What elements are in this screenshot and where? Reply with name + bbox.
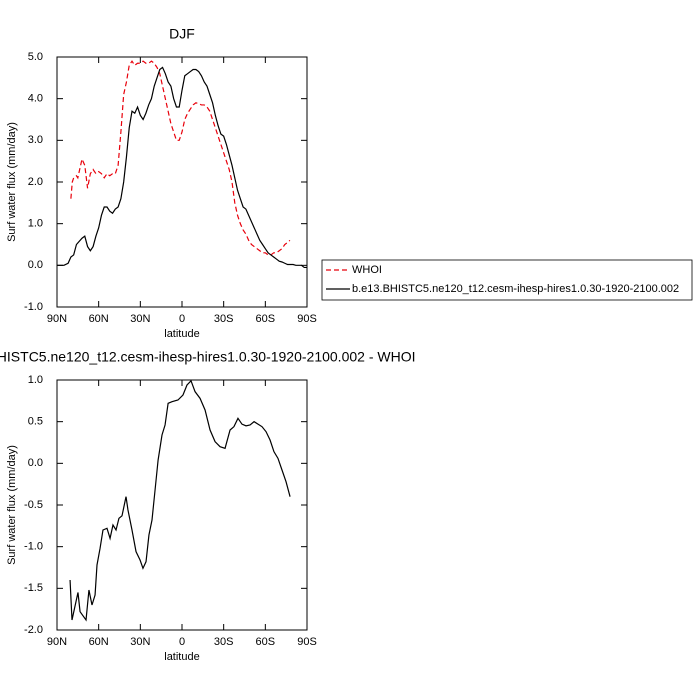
x-tick-label: 90N (47, 636, 67, 648)
x-axis-label: latitude (164, 328, 199, 340)
chart-title: DJF (169, 26, 195, 42)
x-tick-label: 0 (179, 636, 185, 648)
y-tick-label: 0.0 (28, 259, 43, 271)
y-tick-label: 3.0 (28, 134, 43, 146)
x-tick-label: 60S (256, 313, 276, 325)
y-tick-label: -1.0 (24, 301, 43, 313)
x-tick-label: 60N (89, 313, 109, 325)
y-axis-label: Surf water flux (mm/day) (6, 122, 18, 242)
y-tick-label: 0.5 (28, 416, 43, 428)
data-line (57, 66, 307, 269)
x-tick-label: 30S (214, 313, 234, 325)
x-tick-label: 90S (297, 636, 317, 648)
y-tick-label: -2.0 (24, 624, 43, 636)
y-tick-label: 4.0 (28, 93, 43, 105)
legend-box (321, 259, 693, 301)
x-tick-label: 90S (297, 313, 317, 325)
y-tick-label: 2.0 (28, 176, 43, 188)
y-tick-label: 5.0 (28, 51, 43, 63)
y-tick-label: -0.5 (24, 499, 43, 511)
legend-label: b.e13.BHISTC5.ne120_t12.cesm-ihesp-hires… (352, 283, 679, 295)
x-axis-label: latitude (164, 651, 199, 663)
x-tick-label: 30N (130, 636, 150, 648)
y-tick-label: 0.0 (28, 457, 43, 469)
y-tick-label: 1.0 (28, 374, 43, 386)
data-line (70, 60, 291, 256)
plot-frame (56, 56, 308, 308)
x-tick-label: 0 (179, 313, 185, 325)
y-tick-label: -1.5 (24, 582, 43, 594)
x-tick-label: 60S (256, 636, 276, 648)
x-tick-label: 30N (130, 313, 150, 325)
x-tick-label: 30S (214, 636, 234, 648)
x-tick-label: 60N (89, 636, 109, 648)
legend-label: WHOI (352, 264, 382, 276)
y-tick-label: -1.0 (24, 541, 43, 553)
y-tick-label: 1.0 (28, 218, 43, 230)
plot-frame (56, 379, 308, 631)
data-line (69, 379, 291, 622)
y-axis-label: Surf water flux (mm/day) (6, 445, 18, 565)
chart-title: b.e13.BHISTC5.ne120_t12.cesm-ihesp-hires… (0, 349, 415, 365)
x-tick-label: 90N (47, 313, 67, 325)
